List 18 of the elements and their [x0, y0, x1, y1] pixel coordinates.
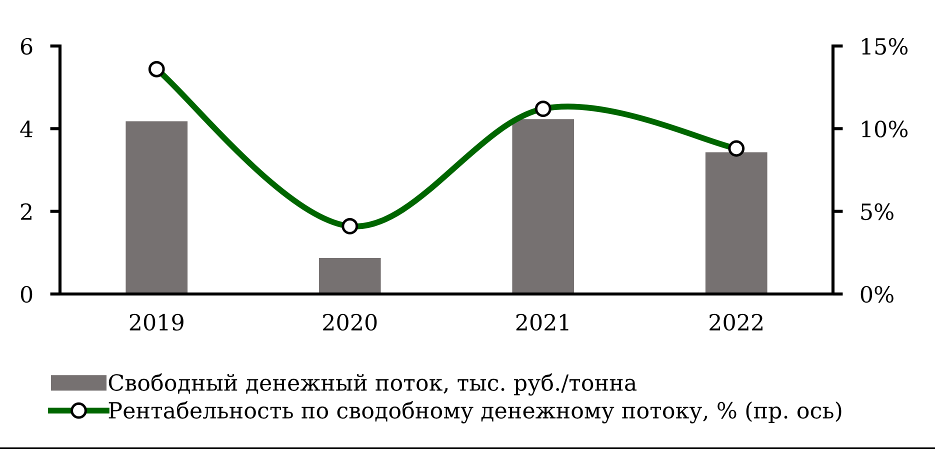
y2-tick-label: 0%	[860, 286, 894, 303]
y-tick-label: 2	[20, 203, 32, 220]
bar	[705, 152, 768, 294]
y-tick-label: 4	[20, 120, 32, 138]
x-tick-label: 2020	[323, 314, 377, 331]
y2-tick-label: 15%	[862, 38, 908, 55]
y2-tick-label: 10%	[862, 120, 908, 138]
x-tick-label: 2022	[710, 314, 762, 331]
x-tick-label: 2021	[516, 314, 568, 331]
bar	[512, 119, 574, 294]
y-tick-label: 0	[20, 286, 32, 303]
y-tick-label: 6	[20, 38, 32, 55]
x-tick-label: 2019	[130, 314, 184, 331]
bar	[318, 258, 381, 294]
bar	[126, 121, 188, 294]
legend-label: Свободный денежный поток, тыс. руб./тонна	[108, 373, 637, 396]
y2-tick-label: 5%	[861, 203, 894, 220]
legend-label: Рентабельность по сводобному денежному потоку, % (пр. ось)	[108, 401, 842, 424]
